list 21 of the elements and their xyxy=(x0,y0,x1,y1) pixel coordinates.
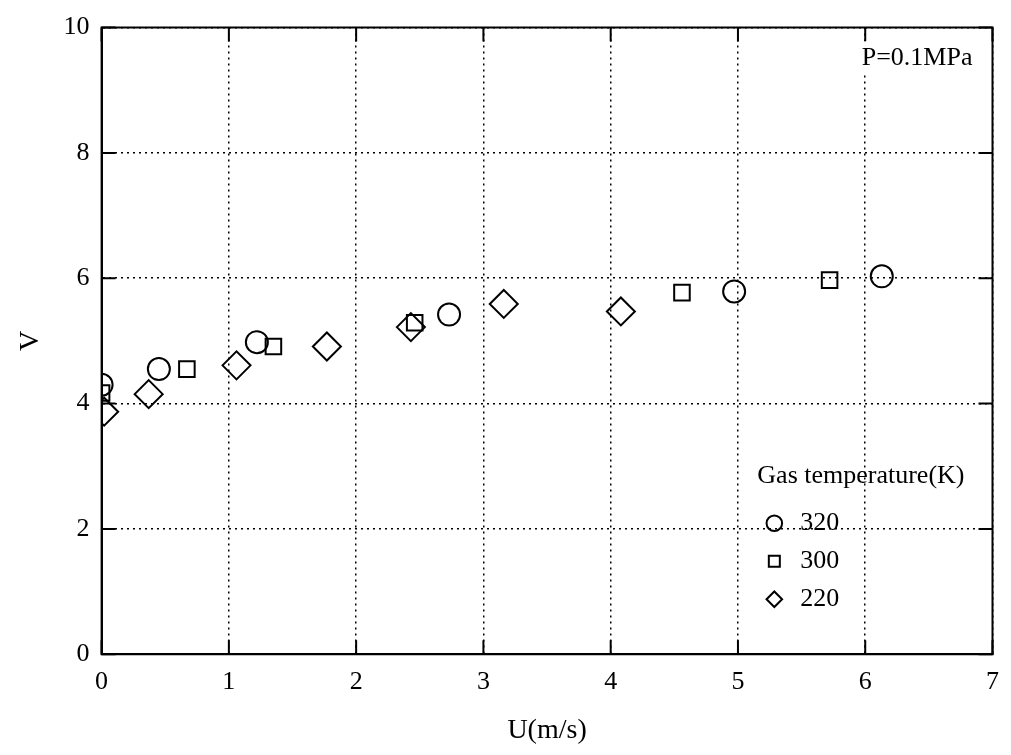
x-tick-label: 5 xyxy=(731,665,745,695)
x-tick-label: 4 xyxy=(604,665,618,695)
y-tick-label: 4 xyxy=(76,387,90,417)
y-tick-label: 8 xyxy=(76,136,90,166)
x-tick-label: 7 xyxy=(986,665,999,695)
x-tick-label: 1 xyxy=(222,665,236,695)
y-tick-label: 10 xyxy=(63,11,90,41)
x-tick-label: 3 xyxy=(476,665,490,695)
annotation: P=0.1MPa xyxy=(861,42,973,72)
y-tick-label: 0 xyxy=(76,638,90,668)
x-tick-label: 0 xyxy=(95,665,109,695)
x-tick-label: 2 xyxy=(349,665,363,695)
x-axis-title: U(m/s) xyxy=(507,712,587,744)
y-tick-label: 2 xyxy=(76,512,90,542)
legend-label: 220 xyxy=(800,583,840,613)
legend-title: Gas temperature(K) xyxy=(757,459,965,489)
x-tick-label: 6 xyxy=(858,665,872,695)
y-axis-title: V xyxy=(13,330,45,352)
y-tick-label: 6 xyxy=(76,262,90,292)
legend-label: 320 xyxy=(800,507,840,537)
legend-label: 300 xyxy=(800,545,840,575)
